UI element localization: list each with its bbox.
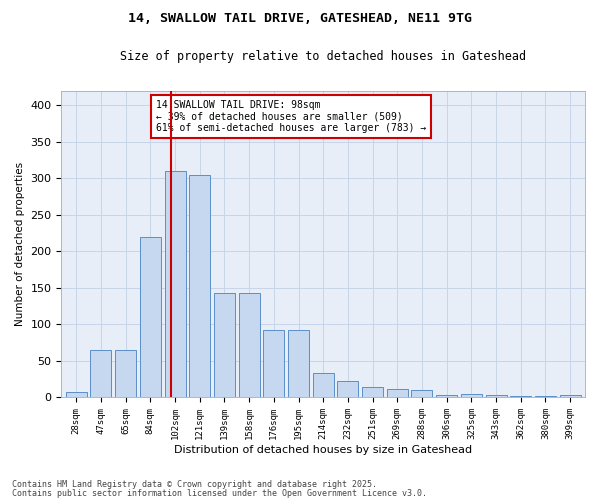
Text: 14, SWALLOW TAIL DRIVE, GATESHEAD, NE11 9TG: 14, SWALLOW TAIL DRIVE, GATESHEAD, NE11 … — [128, 12, 472, 26]
Bar — [560, 394, 581, 398]
Bar — [164, 171, 185, 398]
Bar — [115, 350, 136, 398]
Bar — [189, 174, 210, 398]
Bar — [387, 390, 408, 398]
Bar — [337, 382, 358, 398]
Bar — [140, 236, 161, 398]
Bar — [362, 387, 383, 398]
Text: Contains HM Land Registry data © Crown copyright and database right 2025.: Contains HM Land Registry data © Crown c… — [12, 480, 377, 489]
Bar — [239, 293, 260, 398]
Bar — [263, 330, 284, 398]
Bar — [436, 394, 457, 398]
Bar — [91, 350, 112, 398]
Text: 14 SWALLOW TAIL DRIVE: 98sqm
← 39% of detached houses are smaller (509)
61% of s: 14 SWALLOW TAIL DRIVE: 98sqm ← 39% of de… — [155, 100, 426, 133]
Bar — [485, 396, 506, 398]
Bar — [66, 392, 87, 398]
Bar — [412, 390, 433, 398]
Bar — [510, 396, 531, 398]
Y-axis label: Number of detached properties: Number of detached properties — [15, 162, 25, 326]
Bar — [313, 374, 334, 398]
Bar — [461, 394, 482, 398]
Bar — [214, 293, 235, 398]
X-axis label: Distribution of detached houses by size in Gateshead: Distribution of detached houses by size … — [174, 445, 472, 455]
Bar — [288, 330, 309, 398]
Bar — [535, 396, 556, 398]
Text: Contains public sector information licensed under the Open Government Licence v3: Contains public sector information licen… — [12, 488, 427, 498]
Title: Size of property relative to detached houses in Gateshead: Size of property relative to detached ho… — [120, 50, 526, 63]
